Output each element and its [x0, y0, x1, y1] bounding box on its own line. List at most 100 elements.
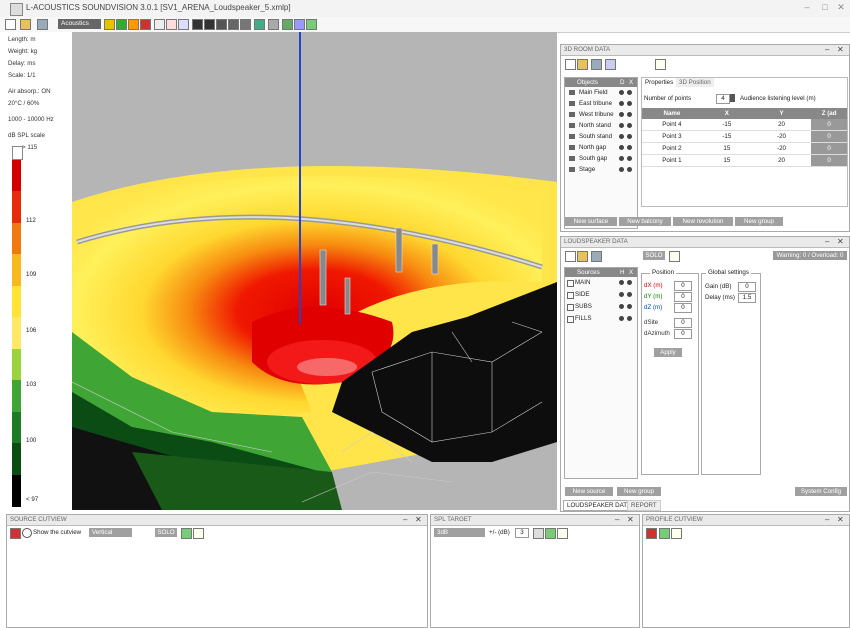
new-group-button[interactable]: New group: [735, 217, 783, 226]
new-surface-button[interactable]: New surface: [565, 217, 617, 226]
object-item[interactable]: Main Field: [565, 87, 637, 98]
position-field-input[interactable]: 0: [674, 329, 692, 339]
profile-help-icon[interactable]: [671, 528, 682, 539]
object-lock-icon[interactable]: [627, 90, 632, 95]
tab-properties[interactable]: Properties: [642, 78, 678, 87]
object-item[interactable]: North stand: [565, 120, 637, 131]
render-icon[interactable]: [254, 19, 265, 30]
new-balcony-button[interactable]: New balcony: [619, 217, 671, 226]
help-icon[interactable]: [294, 19, 305, 30]
expand-icon[interactable]: [567, 304, 574, 311]
table-cell[interactable]: Point 2: [662, 145, 682, 152]
spl-close-icon[interactable]: ✕: [627, 515, 634, 524]
room-help-icon[interactable]: [655, 59, 666, 70]
tolerance-input[interactable]: 3: [515, 528, 529, 538]
table-cell[interactable]: 20: [778, 157, 785, 164]
tab-loudspeaker-data[interactable]: LOUDSPEAKER DATA: [563, 500, 635, 511]
grid-tool-icon[interactable]: [154, 19, 165, 30]
spl-apply-icon[interactable]: [533, 528, 544, 539]
object-lock-icon[interactable]: [627, 101, 632, 106]
expand-icon[interactable]: [567, 292, 574, 299]
ls-help-icon[interactable]: [669, 251, 680, 262]
object-visibility-icon[interactable]: [619, 167, 624, 172]
cutview-minimize-icon[interactable]: –: [403, 515, 408, 524]
object-lock-icon[interactable]: [627, 167, 632, 172]
spl-export-icon[interactable]: [545, 528, 556, 539]
num-points-input[interactable]: 4: [716, 94, 730, 104]
cutview-help-icon[interactable]: [193, 528, 204, 539]
position-field-input[interactable]: 0: [674, 318, 692, 328]
ls-close-icon[interactable]: ✕: [837, 237, 844, 246]
table-cell[interactable]: 0: [811, 119, 847, 131]
object-visibility-icon[interactable]: [619, 145, 624, 150]
object-lock-icon[interactable]: [627, 112, 632, 117]
source-item[interactable]: SUBS: [565, 301, 637, 313]
table-row[interactable]: Point 1 15 20 0: [642, 154, 847, 167]
object-item[interactable]: South gap: [565, 153, 637, 164]
object-lock-icon[interactable]: [627, 123, 632, 128]
calc-icon[interactable]: [282, 19, 293, 30]
show-cutview-checkbox[interactable]: [22, 528, 32, 538]
room-minimize-icon[interactable]: –: [825, 45, 830, 54]
cutview-close-icon[interactable]: ✕: [415, 515, 422, 524]
source-visibility-icon[interactable]: [619, 280, 624, 285]
settings-icon[interactable]: [268, 19, 279, 30]
spl-help-icon[interactable]: [557, 528, 568, 539]
source-lock-icon[interactable]: [627, 316, 632, 321]
spl-minimize-icon[interactable]: –: [615, 515, 620, 524]
cutview-pin-icon[interactable]: [10, 528, 21, 539]
object-visibility-icon[interactable]: [619, 112, 624, 117]
open-file-icon[interactable]: [20, 19, 31, 30]
table-cell[interactable]: 0: [811, 142, 847, 155]
close-icon[interactable]: ✕: [837, 2, 845, 12]
profile-minimize-icon[interactable]: –: [825, 515, 830, 524]
measure-tool-icon[interactable]: [178, 19, 189, 30]
export-icon[interactable]: [306, 19, 317, 30]
table-cell[interactable]: -15: [722, 121, 732, 128]
source-lock-icon[interactable]: [627, 304, 632, 309]
ls-new-icon[interactable]: [565, 251, 576, 262]
maximize-icon[interactable]: □: [822, 2, 828, 12]
table-cell[interactable]: 0: [811, 154, 847, 167]
save-icon[interactable]: [37, 19, 48, 30]
view-side-icon[interactable]: [216, 19, 227, 30]
source-item[interactable]: SIDE: [565, 289, 637, 301]
apply-button[interactable]: Apply: [654, 348, 682, 357]
new-file-icon[interactable]: [5, 19, 16, 30]
expand-icon[interactable]: [567, 280, 574, 287]
3d-viewport[interactable]: [72, 32, 557, 510]
source-visibility-icon[interactable]: [619, 292, 624, 297]
object-lock-icon[interactable]: [627, 145, 632, 150]
expand-icon[interactable]: [567, 316, 574, 323]
position-field-input[interactable]: 0: [674, 303, 692, 313]
room-open-icon[interactable]: [577, 59, 588, 70]
table-row[interactable]: Point 3 -15 -20 0: [642, 130, 847, 143]
num-points-stepper-icon[interactable]: [730, 94, 735, 102]
ls-new-group-button[interactable]: New group: [617, 487, 661, 496]
minimize-icon[interactable]: –: [804, 2, 810, 12]
view-top-icon[interactable]: [192, 19, 203, 30]
object-visibility-icon[interactable]: [619, 123, 624, 128]
view-iso-icon[interactable]: [240, 19, 251, 30]
position-field-input[interactable]: 0: [674, 281, 692, 291]
object-item[interactable]: North gap: [565, 142, 637, 153]
object-lock-icon[interactable]: [627, 156, 632, 161]
ls-solo-button[interactable]: SOLO: [643, 251, 665, 260]
table-row[interactable]: Point 4 -15 20 0: [642, 119, 847, 131]
object-visibility-icon[interactable]: [619, 101, 624, 106]
room-new-icon[interactable]: [565, 59, 576, 70]
table-row[interactable]: Point 2 15 -20 0: [642, 142, 847, 155]
ls-minimize-icon[interactable]: –: [825, 237, 830, 246]
source-item[interactable]: FILLS: [565, 313, 637, 325]
position-field-input[interactable]: 0: [674, 292, 692, 302]
gain-input[interactable]: 0: [738, 282, 756, 292]
profile-pin-icon[interactable]: [646, 528, 657, 539]
mode-select[interactable]: Acoustics: [58, 19, 101, 29]
yellow-tool-icon[interactable]: [104, 19, 115, 30]
profile-export-icon[interactable]: [659, 528, 670, 539]
table-cell[interactable]: -20: [777, 145, 786, 152]
view-3d-icon[interactable]: [228, 19, 239, 30]
room-undo-icon[interactable]: [605, 59, 616, 70]
new-revolution-button[interactable]: New revolution: [673, 217, 733, 226]
object-item[interactable]: East tribune: [565, 98, 637, 109]
